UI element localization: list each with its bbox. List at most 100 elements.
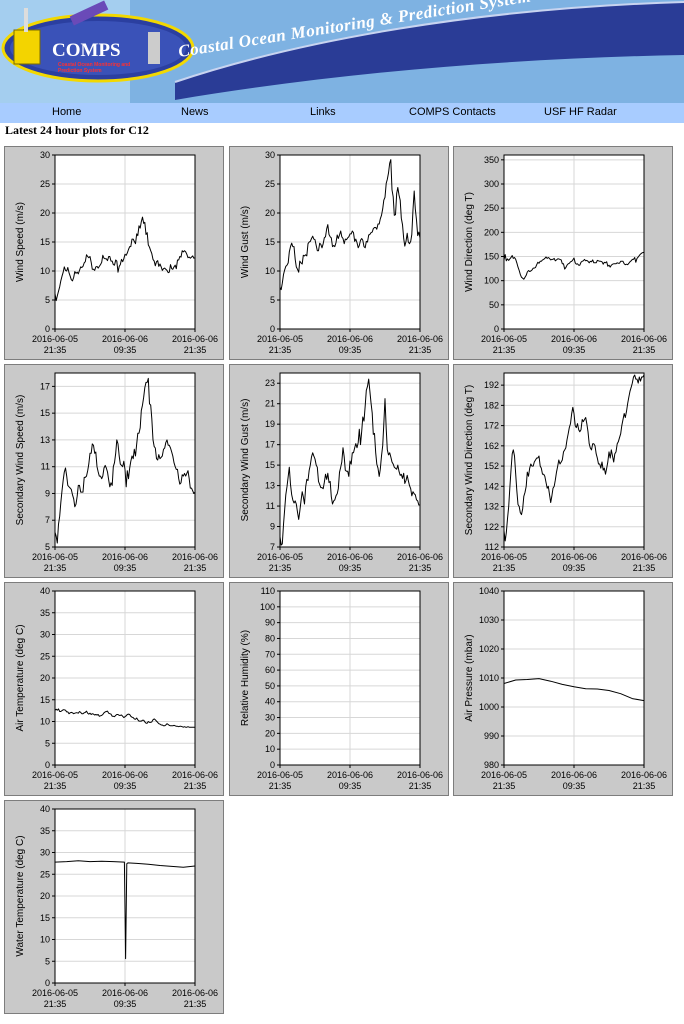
x-tick-label-date: 2016-06-06 (397, 334, 443, 344)
air-pressure-chart: 980990100010101020103010402016-06-0521:3… (464, 586, 667, 791)
y-tick-label: 20 (265, 208, 275, 218)
y-tick-label: 10 (40, 935, 50, 945)
x-tick-label-time: 21:35 (493, 781, 516, 791)
nav-links-link[interactable]: Links (310, 106, 336, 118)
y-tick-label: 9 (45, 488, 50, 498)
y-tick-label: 35 (40, 826, 50, 836)
y-tick-label: 20 (40, 891, 50, 901)
y-tick-label: 0 (45, 324, 50, 334)
nav-home-link[interactable]: Home (52, 106, 82, 118)
x-tick-label-date: 2016-06-06 (102, 552, 148, 562)
secondary-wind-direction-chart: 1121221321421521621721821922016-06-0521:… (464, 372, 667, 573)
wind-direction-chart: 0501001502002503003502016-06-0521:352016… (464, 154, 667, 355)
plot-frame (503, 590, 645, 766)
y-tick-label: 162 (484, 441, 499, 451)
x-tick-label-time: 21:35 (44, 999, 67, 1009)
x-tick-label-date: 2016-06-06 (621, 552, 667, 562)
nav-comps-contacts-link[interactable]: COMPS Contacts (409, 106, 496, 118)
wind-speed-plot: 0 5 10 15 20 25 30 2016-06-05 21:35 2016-06-06 09:… (4, 146, 224, 360)
y-tick-label: 20 (265, 728, 275, 738)
series-line (503, 251, 645, 280)
x-tick-label-time: 21:35 (269, 563, 292, 573)
site-banner: COMPS Coastal Ocean Monitoring and Predi… (0, 0, 684, 103)
y-tick-label: 7 (45, 515, 50, 525)
y-tick-label: 100 (484, 276, 499, 286)
x-tick-label-time: 21:35 (409, 781, 432, 791)
x-tick-label-time: 21:35 (184, 345, 207, 355)
comps-logo-text: COMPS (52, 40, 121, 61)
y-tick-label: 40 (40, 586, 50, 596)
plot-frame (279, 154, 421, 330)
y-axis-label: Wind Gust (m/s) (240, 206, 251, 278)
y-tick-label: 5 (45, 295, 50, 305)
x-tick-label-time: 21:35 (633, 345, 656, 355)
x-tick-label-time: 21:35 (44, 345, 67, 355)
y-axis-label: Secondary Wind Gust (m/s) (240, 399, 251, 522)
x-tick-label-date: 2016-06-05 (32, 988, 78, 998)
series-line (503, 678, 645, 702)
x-tick-label-time: 09:35 (114, 563, 137, 573)
series-line (279, 378, 420, 546)
x-tick-label-time: 09:35 (339, 563, 362, 573)
y-tick-label: 19 (265, 419, 275, 429)
nav-usf-hf-radar-link[interactable]: USF HF Radar (544, 106, 617, 118)
x-tick-label-date: 2016-06-05 (481, 552, 527, 562)
y-tick-label: 30 (40, 848, 50, 858)
plot-frame (279, 590, 421, 766)
y-tick-label: 100 (260, 602, 275, 612)
y-tick-label: 20 (40, 208, 50, 218)
y-tick-label: 50 (489, 300, 499, 310)
y-axis-label: Wind Direction (deg T) (464, 192, 475, 292)
y-tick-label: 300 (484, 179, 499, 189)
x-tick-label-time: 09:35 (114, 781, 137, 791)
y-tick-label: 150 (484, 252, 499, 262)
y-tick-label: 25 (40, 179, 50, 189)
y-tick-label: 10 (40, 717, 50, 727)
y-tick-label: 25 (40, 869, 50, 879)
plot-frame (54, 372, 196, 548)
y-tick-label: 17 (40, 381, 50, 391)
x-tick-label-date: 2016-06-06 (551, 770, 597, 780)
x-tick-label-time: 21:35 (184, 999, 207, 1009)
y-tick-label: 0 (494, 324, 499, 334)
y-tick-label: 0 (270, 324, 275, 334)
y-tick-label: 15 (40, 913, 50, 923)
x-tick-label-time: 21:35 (633, 563, 656, 573)
y-tick-label: 990 (484, 731, 499, 741)
plot-frame (503, 154, 645, 330)
y-tick-label: 1010 (479, 673, 499, 683)
y-axis-label: Water Temperature (deg C) (15, 835, 26, 956)
x-tick-label-date: 2016-06-06 (551, 334, 597, 344)
secondary-wind-speed-chart: 579111315172016-06-0521:352016-06-0609:3… (15, 372, 218, 573)
plot-frame (503, 372, 645, 548)
y-tick-label: 5 (45, 956, 50, 966)
plot-frame (54, 808, 196, 984)
y-axis-label: Air Pressure (mbar) (464, 634, 475, 721)
y-tick-label: 1000 (479, 702, 499, 712)
x-tick-label-time: 09:35 (114, 999, 137, 1009)
x-tick-label-time: 21:35 (44, 781, 67, 791)
x-tick-label-date: 2016-06-06 (102, 988, 148, 998)
series-line (54, 708, 195, 728)
x-tick-label-date: 2016-06-06 (327, 552, 373, 562)
y-tick-label: 60 (265, 665, 275, 675)
x-tick-label-date: 2016-06-05 (32, 770, 78, 780)
y-tick-label: 11 (41, 462, 50, 472)
x-tick-label-time: 09:35 (339, 781, 362, 791)
y-tick-label: 30 (40, 630, 50, 640)
x-tick-label-date: 2016-06-06 (327, 334, 373, 344)
x-tick-label-time: 09:35 (563, 345, 586, 355)
series-line (503, 374, 645, 542)
wind-direction-plot: 0 50 100 150 200 250 300 350 2016-06-05 21:35 2016… (453, 146, 673, 360)
y-tick-label: 192 (484, 380, 499, 390)
y-tick-label: 10 (40, 266, 50, 276)
nav-news-link[interactable]: News (181, 106, 209, 118)
x-tick-label-time: 21:35 (184, 781, 207, 791)
y-tick-label: 15 (40, 237, 50, 247)
y-tick-label: 30 (265, 713, 275, 723)
y-tick-label: 10 (265, 266, 275, 276)
y-tick-label: 13 (40, 435, 50, 445)
relative-humidity-chart: 01020304050607080901001102016-06-0521:35… (240, 586, 443, 791)
y-tick-label: 21 (265, 399, 275, 409)
x-tick-label-date: 2016-06-05 (257, 552, 303, 562)
